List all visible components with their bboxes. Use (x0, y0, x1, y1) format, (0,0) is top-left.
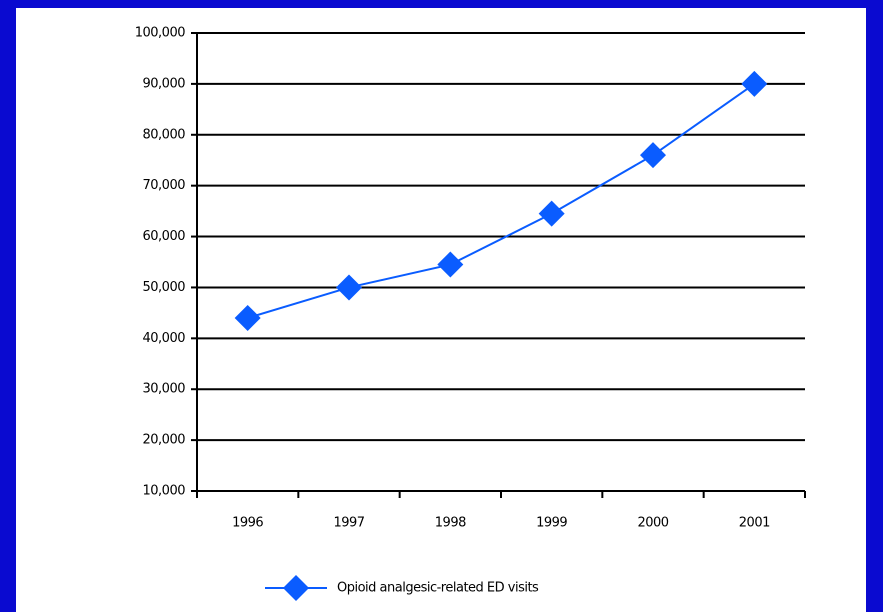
point-marker (538, 200, 565, 227)
panel (16, 8, 866, 612)
legend-label: Opioid analgesic-related ED visits (337, 581, 539, 596)
x-tick-label: 2000 (637, 516, 668, 531)
x-tick-label: 2001 (739, 516, 770, 531)
y-tick-label: 50,000 (143, 280, 186, 295)
x-tick-label: 1998 (435, 516, 466, 531)
series-line (247, 83, 755, 319)
x-tick-label: 1999 (536, 516, 567, 531)
point-marker (234, 304, 261, 331)
y-tick-label: 60,000 (143, 229, 186, 244)
y-tick-label: 80,000 (143, 127, 186, 142)
y-tick-label: 10,000 (143, 484, 186, 499)
y-tick-label: 20,000 (143, 433, 186, 448)
point-marker (640, 142, 666, 169)
x-tick-label: 1997 (333, 516, 364, 531)
y-tick-label: 30,000 (143, 382, 186, 397)
y-tick-label: 70,000 (143, 178, 186, 193)
y-tick-label: 90,000 (143, 76, 186, 91)
y-tick-label: 100,000 (135, 26, 185, 41)
point-marker (437, 251, 464, 278)
point-marker (741, 70, 768, 97)
legend-marker (283, 575, 309, 601)
x-tick-label: 1996 (232, 516, 263, 531)
y-tick-label: 40,000 (143, 331, 186, 346)
point-marker (336, 274, 362, 301)
